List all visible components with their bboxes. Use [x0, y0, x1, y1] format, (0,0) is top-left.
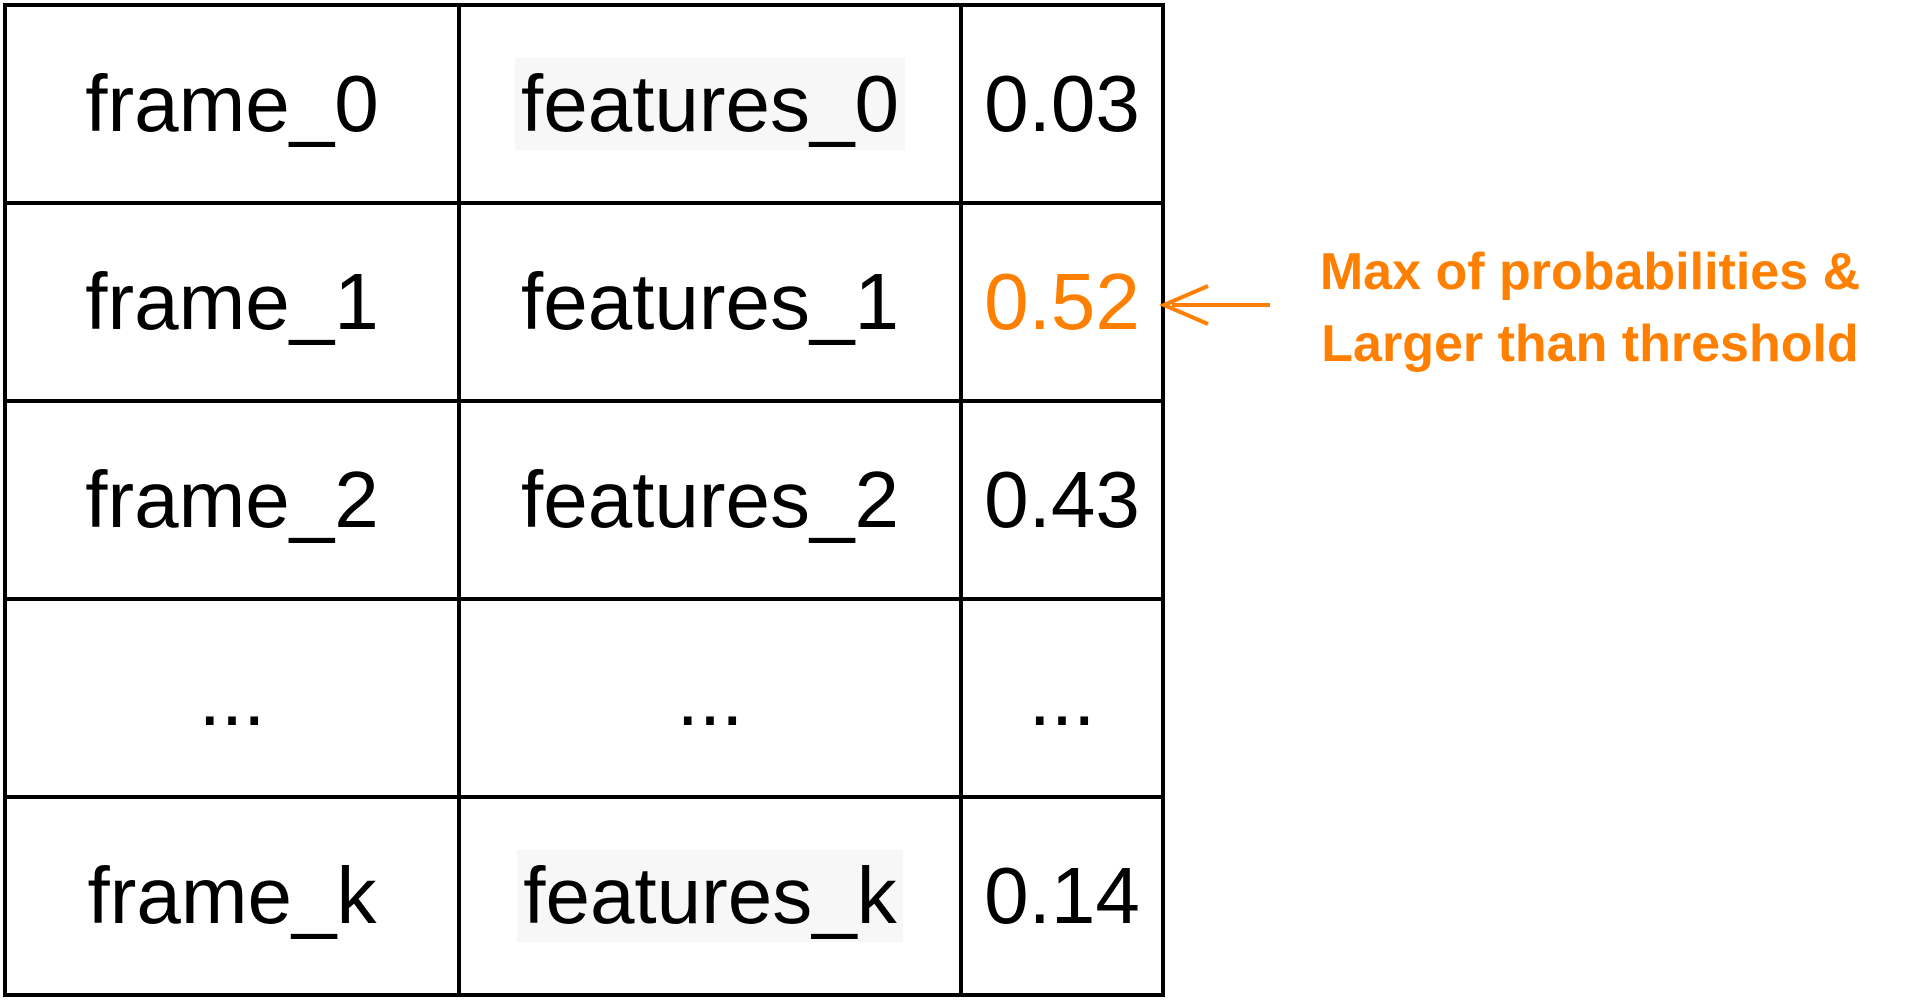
frame-cell: frame_0 [3, 3, 461, 205]
probability-value: 0.43 [984, 455, 1140, 544]
max-probability-value: 0.52 [984, 257, 1140, 346]
features-label: features_1 [520, 257, 900, 346]
table-row: frame_k features_k 0.14 [3, 795, 1165, 997]
ellipsis-label: ... [676, 653, 744, 742]
probability-cell: 0.52 [959, 201, 1165, 403]
ellipsis-label: ... [198, 653, 266, 742]
frame-cell: ... [3, 597, 461, 799]
features-cell: features_2 [457, 399, 963, 601]
table-row: frame_2 features_2 0.43 [3, 399, 1165, 601]
frame-label: frame_2 [85, 455, 379, 544]
probability-cell: 0.03 [959, 3, 1165, 205]
probability-cell: 0.14 [959, 795, 1165, 997]
annotation-line-2: Larger than threshold [1321, 315, 1859, 373]
table-row: frame_0 features_0 0.03 [3, 3, 1165, 205]
probability-cell: ... [959, 597, 1165, 799]
probability-cell: 0.43 [959, 399, 1165, 601]
frame-label: frame_1 [85, 257, 379, 346]
probability-value: 0.14 [984, 851, 1140, 940]
features-cell: ... [457, 597, 963, 799]
frame-cell: frame_k [3, 795, 461, 997]
features-label: features_0 [514, 58, 906, 150]
frame-probability-table: frame_0 features_0 0.03 frame_1 features… [3, 3, 1165, 997]
annotation-line-1: Max of probabilities & [1319, 243, 1861, 301]
table-row-ellipsis: ... ... ... [3, 597, 1165, 799]
frame-cell: frame_1 [3, 201, 461, 403]
left-arrow-icon [1160, 284, 1270, 326]
table-row: frame_1 features_1 0.52 [3, 201, 1165, 403]
frame-label: frame_k [87, 851, 377, 940]
features-cell: features_0 [457, 3, 963, 205]
ellipsis-label: ... [1028, 653, 1096, 742]
features-cell: features_1 [457, 201, 963, 403]
features-cell: features_k [457, 795, 963, 997]
features-label: features_k [517, 850, 903, 942]
frame-cell: frame_2 [3, 399, 461, 601]
probability-value: 0.03 [984, 59, 1140, 148]
frame-label: frame_0 [85, 59, 379, 148]
features-label: features_2 [520, 455, 900, 544]
annotation-label: Max of probabilities & Larger than thres… [1270, 236, 1910, 380]
